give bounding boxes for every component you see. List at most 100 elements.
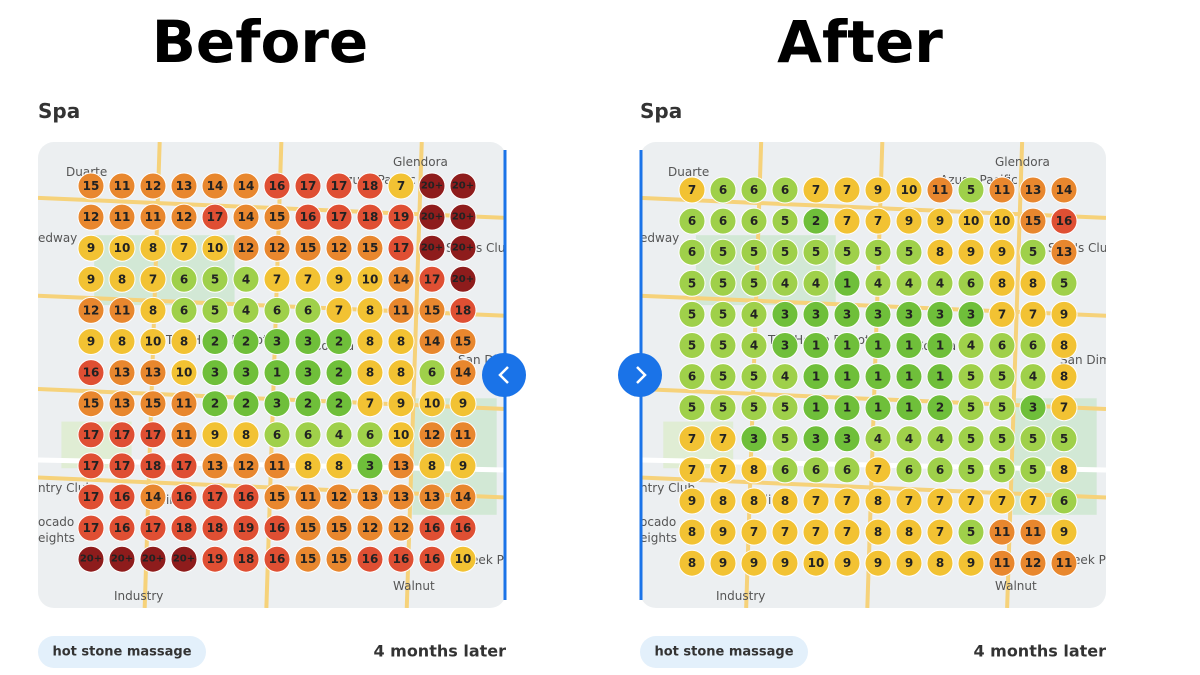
rank-value: 14 xyxy=(238,210,255,224)
rank-value: 3 xyxy=(812,432,820,446)
rank-pin xyxy=(771,456,799,484)
rank-pin xyxy=(77,203,105,231)
rank-value: 5 xyxy=(967,463,975,477)
rank-value: 2 xyxy=(211,335,219,349)
panel-title: Before xyxy=(152,8,369,76)
rank-pin xyxy=(201,234,229,262)
rank-pin xyxy=(170,545,198,573)
rank-pin xyxy=(418,172,446,200)
rank-value: 17 xyxy=(145,521,162,535)
rank-pin xyxy=(418,514,446,542)
rank-pin xyxy=(263,234,291,262)
rank-pin xyxy=(108,234,136,262)
rank-value: 12 xyxy=(393,521,410,535)
rank-value: 6 xyxy=(967,276,975,290)
rank-value: 4 xyxy=(905,432,913,446)
rank-pin xyxy=(1019,549,1047,577)
collapse-tab[interactable] xyxy=(482,353,526,397)
rank-value: 6 xyxy=(750,183,758,197)
rank-pin xyxy=(232,514,260,542)
rank-value: 7 xyxy=(335,303,343,317)
map-label: Industry xyxy=(716,589,765,603)
collapse-tab[interactable] xyxy=(618,353,662,397)
rank-pin xyxy=(740,456,768,484)
rank-pin xyxy=(802,176,830,204)
rank-pin xyxy=(294,296,322,324)
rank-value: 8 xyxy=(998,276,1006,290)
rank-value: 4 xyxy=(905,276,913,290)
rank-pin xyxy=(170,421,198,449)
rank-pin xyxy=(926,394,954,422)
rank-value: 6 xyxy=(688,370,696,384)
rank-pin xyxy=(232,483,260,511)
rank-value: 6 xyxy=(688,214,696,228)
rank-pin xyxy=(449,452,477,480)
rank-pin xyxy=(771,176,799,204)
rank-value: 15 xyxy=(362,241,379,255)
rank-value: 9 xyxy=(936,214,944,228)
rank-value: 9 xyxy=(1060,307,1068,321)
rank-value: 11 xyxy=(114,210,131,224)
rank-pin xyxy=(356,359,384,387)
rank-pin xyxy=(709,549,737,577)
rank-pin xyxy=(139,265,167,293)
rank-pin xyxy=(263,296,291,324)
rank-value: 7 xyxy=(812,183,820,197)
rank-pin xyxy=(325,265,353,293)
rank-pin xyxy=(740,269,768,297)
rank-pin xyxy=(895,549,923,577)
rank-value: 13 xyxy=(424,490,441,504)
rank-value: 15 xyxy=(145,397,162,411)
rank-pin xyxy=(1019,332,1047,359)
rank-value: 15 xyxy=(1025,214,1042,228)
rank-pin xyxy=(108,203,136,231)
rank-value: 7 xyxy=(936,494,944,508)
rank-value: 3 xyxy=(843,307,851,321)
rank-pin xyxy=(294,265,322,293)
rank-pin xyxy=(449,390,477,418)
rank-value: 18 xyxy=(145,459,162,473)
rank-value: 9 xyxy=(719,556,727,570)
rank-value: 16 xyxy=(114,521,131,535)
rank-pin xyxy=(325,172,353,200)
rank-pin xyxy=(294,234,322,262)
rank-value: 9 xyxy=(905,214,913,228)
rank-value: 7 xyxy=(843,525,851,539)
rank-pin xyxy=(864,394,892,422)
rank-value: 10 xyxy=(424,397,441,411)
rank-value: 5 xyxy=(812,245,820,259)
rank-pin xyxy=(139,545,167,573)
rank-value: 5 xyxy=(781,214,789,228)
rank-pin xyxy=(108,296,136,324)
rank-value: 14 xyxy=(207,179,224,193)
rank-pin xyxy=(449,483,477,511)
rank-pin xyxy=(771,269,799,297)
rank-pin xyxy=(926,269,954,297)
rank-pin xyxy=(678,363,706,391)
rank-value: 9 xyxy=(874,556,882,570)
rank-value: 7 xyxy=(781,525,789,539)
rank-value: 8 xyxy=(428,459,436,473)
rank-value: 4 xyxy=(750,307,758,321)
rank-pin xyxy=(232,545,260,573)
rank-pin xyxy=(740,332,768,359)
rank-value: 5 xyxy=(719,339,727,353)
rank-value: 4 xyxy=(750,339,758,353)
rank-pin xyxy=(802,487,830,515)
rank-value: 17 xyxy=(176,459,193,473)
rank-value: 16 xyxy=(455,521,472,535)
rank-value: 8 xyxy=(149,241,157,255)
rank-value: 7 xyxy=(397,179,405,193)
rank-value: 9 xyxy=(87,272,95,286)
rank-value: 17 xyxy=(424,272,441,286)
rank-value: 11 xyxy=(176,428,193,442)
rank-pin xyxy=(418,452,446,480)
panel-title: After xyxy=(777,8,943,76)
rank-value: 13 xyxy=(1056,245,1073,259)
rank-pin xyxy=(201,172,229,200)
chevron xyxy=(636,366,647,384)
rank-value: 9 xyxy=(781,556,789,570)
rank-pin xyxy=(957,363,985,391)
rank-pin xyxy=(771,238,799,266)
